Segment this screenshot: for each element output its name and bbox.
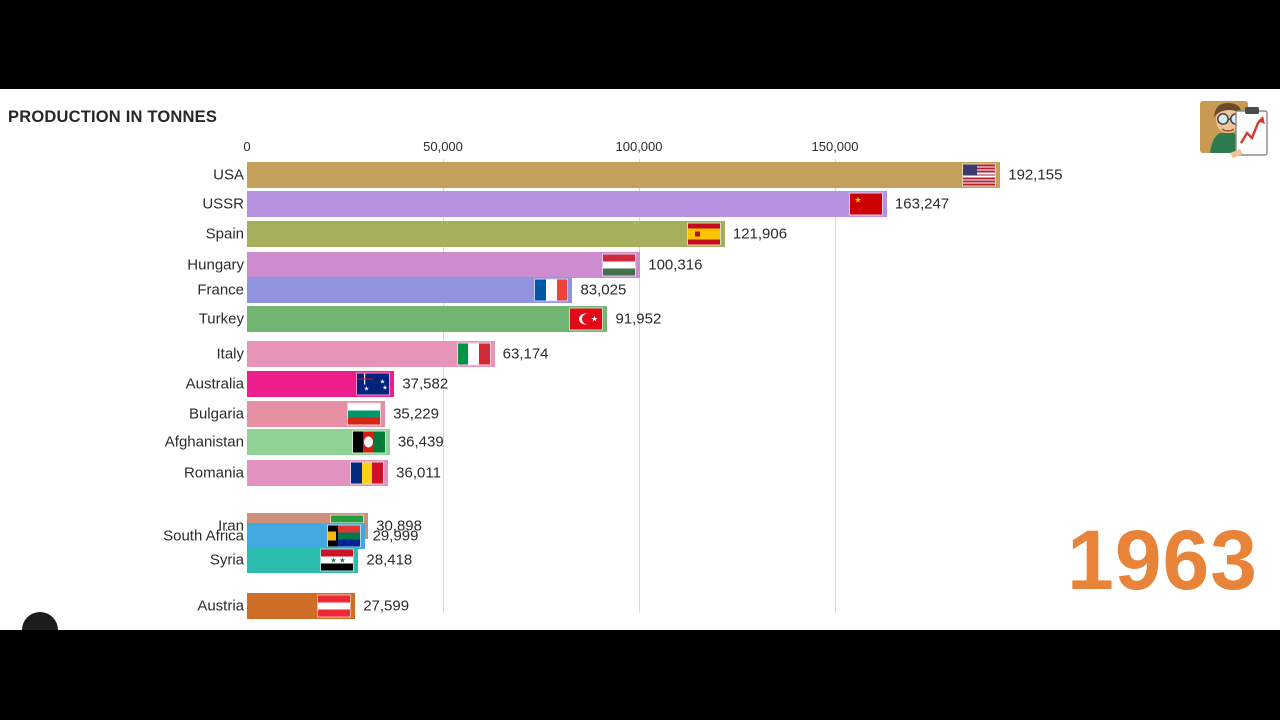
bar-category-label: Spain [205, 225, 244, 243]
bar-row: Spain 121,906 [0, 221, 1280, 247]
bar-category-label: Turkey [198, 310, 244, 328]
bar-row: Turkey ★ 91,952 [0, 306, 1280, 332]
bar-row: Romania 36,011 [0, 460, 1280, 486]
bar-value-label: 83,025 [580, 281, 627, 299]
bar-value-label: 29,999 [372, 527, 419, 545]
bar-category-label: Italy [216, 345, 244, 363]
bar [247, 191, 887, 217]
bar [247, 277, 573, 303]
play-button-overlay[interactable] [22, 612, 58, 630]
bar-row: Syria ★ ★ 28,418 [0, 547, 1280, 573]
bar-row: Hungary 100,316 [0, 252, 1280, 278]
bar-value-label: 63,174 [502, 345, 549, 363]
analyst-clipboard-logo [1200, 101, 1268, 158]
bar-category-label: Bulgaria [188, 405, 244, 423]
bar-value-label: 35,229 [393, 405, 439, 423]
bar-category-label: Romania [183, 464, 244, 482]
bar [247, 306, 608, 332]
bar-value-label: 100,316 [648, 256, 703, 274]
flag-hungary-icon [602, 253, 637, 277]
bar-row: Australia ★ ★ ★ 37,582 [0, 371, 1280, 397]
bar-value-label: 163,247 [894, 195, 950, 213]
bar-category-label: Iran [218, 517, 244, 535]
flag-romania-icon [350, 461, 385, 485]
chart-canvas: PRODUCTION IN TONNES 0 50,000 100,000 150,0… [0, 89, 1280, 630]
flag-austria-icon [317, 594, 352, 618]
bar-row: South Africa 29,999 [0, 523, 1280, 549]
bar [247, 162, 1001, 188]
bar-row: France 83,025 [0, 277, 1280, 303]
flag-france-icon [534, 278, 569, 302]
bar-row: Afghanistan 36,439 [0, 429, 1280, 455]
flag-usa-icon [962, 163, 997, 187]
bar-category-label: USSR [202, 195, 244, 213]
bar-row: Italy 63,174 [0, 341, 1280, 367]
letterbox-bottom [0, 630, 1280, 720]
flag-afghanistan-icon [351, 430, 386, 454]
bar-value-label: 28,418 [366, 551, 413, 569]
bar-value-label: 36,439 [397, 433, 444, 451]
bar-category-label: Australia [185, 375, 244, 393]
bar-category-label: France [197, 281, 244, 299]
flag-spain-icon [686, 222, 721, 246]
bar-value-label: 36,011 [396, 464, 441, 482]
bar-value-label: 27,599 [363, 597, 410, 615]
flag-syria-icon: ★ ★ [320, 548, 355, 572]
letterbox-top [0, 0, 1280, 89]
bar-category-label: Austria [197, 597, 244, 615]
bar-category-label: Syria [209, 551, 244, 569]
year-label: 1963 [1067, 513, 1258, 607]
gridline [639, 159, 640, 613]
flag-turkey-icon: ★ [569, 307, 604, 331]
bar-row: USSR ★ 163,247 [0, 191, 1280, 217]
bar-value-label: 121,906 [732, 225, 788, 243]
flag-southafrica-icon [326, 524, 361, 548]
bars-container: USA 192,155 USSR ★ 163,247 Spain 121,906 Hungar… [0, 89, 1280, 630]
axis-tick-label: 50,000 [423, 139, 463, 154]
axis-tick-label: 100,000 [615, 139, 663, 154]
flag-italy-icon [456, 342, 491, 366]
axis-tick-label: 0 [243, 139, 251, 154]
bar-category-label: Afghanistan [164, 433, 244, 451]
bar-category-label: Hungary [187, 256, 244, 274]
flag-australia-icon: ★ ★ ★ [356, 372, 391, 396]
bar [247, 221, 725, 247]
bar [247, 252, 641, 278]
chart-axis: 0 50,000 100,000 150,000 [0, 89, 1280, 630]
bar-category-label: South Africa [163, 527, 244, 545]
flag-bulgaria-icon [347, 402, 382, 426]
bar-value-label: 37,582 [402, 375, 449, 393]
gridline [835, 159, 836, 613]
flag-ussr-icon: ★ [848, 192, 883, 216]
bar-value-label: 192,155 [1008, 166, 1063, 184]
gridline [443, 159, 444, 613]
bar-value-label: 91,952 [615, 310, 662, 328]
bar-value-label: 30,898 [376, 517, 422, 535]
axis-tick-label: 150,000 [811, 139, 859, 154]
page-title: PRODUCTION IN TONNES [8, 108, 218, 126]
bar-row: Austria 27,599 [0, 593, 1280, 619]
bar-row: USA 192,155 [0, 162, 1280, 188]
bar-row: Bulgaria 35,229 [0, 401, 1280, 427]
bar-category-label: USA [213, 166, 244, 184]
bar [247, 341, 495, 367]
